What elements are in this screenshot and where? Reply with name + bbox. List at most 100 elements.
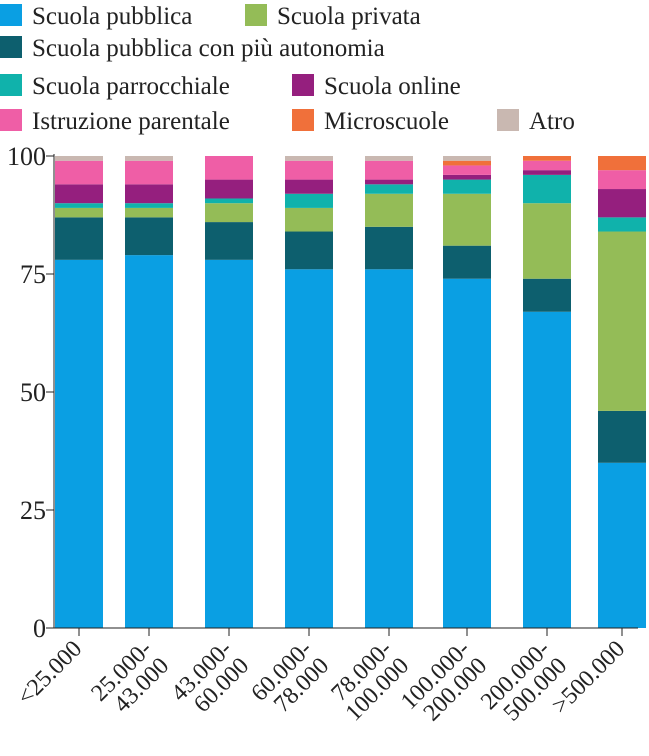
- bar-stack-3: [205, 156, 253, 628]
- legend-swatch: [245, 4, 267, 26]
- y-tick-label: 25: [20, 496, 46, 525]
- bar-segment-scuola-parrocchiale: [365, 184, 413, 194]
- legend-label: Istruzione parentale: [32, 108, 230, 135]
- bar-segment-scuola-pubblica-con-piu-autonomia: [523, 278, 571, 312]
- legend: Scuola pubblica Scuola privata Scuola pubb…: [0, 3, 575, 135]
- legend-swatch: [0, 4, 22, 26]
- y-tick-label: 100: [7, 142, 46, 171]
- legend-swatch: [0, 109, 22, 131]
- legend-item-scuola-pubblica-con-piu-autonomia: Scuola pubblica con più autonomia: [0, 35, 385, 62]
- bar-segment-scuola-pubblica: [365, 269, 413, 628]
- bar-segment-scuola-online: [125, 184, 173, 204]
- bar-segment-microscuole: [523, 156, 571, 161]
- bar-segment-scuola-online: [523, 170, 571, 175]
- bar-segment-scuola-privata: [443, 193, 491, 246]
- bar-segment-scuola-pubblica-con-piu-autonomia: [125, 217, 173, 256]
- bar-segment-scuola-pubblica: [205, 259, 253, 628]
- legend-item-scuola-pubblica: Scuola pubblica: [0, 3, 192, 30]
- legend-item-scuola-parrocchiale: Scuola parrocchiale: [0, 73, 230, 100]
- plot-area: [55, 156, 646, 628]
- bar-segment-scuola-privata: [205, 203, 253, 223]
- bar-segment-scuola-privata: [285, 207, 333, 232]
- legend-label: Scuola privata: [277, 3, 421, 30]
- legend-label: Scuola parrocchiale: [32, 73, 230, 100]
- legend-swatch: [292, 74, 314, 96]
- bar-segment-istruzione-parentale: [443, 165, 491, 175]
- bar-segment-scuola-privata: [598, 231, 646, 411]
- legend-item-istruzione-parentale: Istruzione parentale: [0, 108, 230, 135]
- bar-segment-scuola-parrocchiale: [205, 198, 253, 204]
- bar-segment-scuola-parrocchiale: [443, 179, 491, 194]
- bar-segment-scuola-pubblica: [443, 278, 491, 628]
- bar-segment-scuola-online: [443, 174, 491, 180]
- legend-item-scuola-online: Scuola online: [292, 73, 461, 100]
- x-tick-label: 60.000-78.000: [247, 636, 335, 724]
- bar-segment-scuola-pubblica-con-piu-autonomia: [443, 245, 491, 279]
- legend-item-microscuole: Microscuole: [292, 108, 449, 135]
- bar-segment-istruzione-parentale: [523, 160, 571, 171]
- x-tick-label: 200.000-500.000: [476, 636, 572, 732]
- y-tick-label: 0: [33, 614, 46, 643]
- bar-segment-scuola-pubblica-con-piu-autonomia: [598, 410, 646, 463]
- bar-segment-scuola-online: [55, 184, 103, 204]
- bar-segment-scuola-online: [598, 189, 646, 218]
- bar-segment-atro: [365, 156, 413, 161]
- bar-segment-istruzione-parentale: [598, 170, 646, 190]
- bar-stack-5: [365, 156, 413, 628]
- bar-segment-scuola-privata: [125, 207, 173, 218]
- bar-segment-scuola-parrocchiale: [598, 217, 646, 232]
- bar-segment-scuola-pubblica: [55, 259, 103, 628]
- bar-segment-scuola-parrocchiale: [523, 174, 571, 204]
- bar-segment-atro: [125, 156, 173, 161]
- bar-segment-microscuole: [443, 160, 491, 166]
- bar-segment-scuola-pubblica-con-piu-autonomia: [365, 226, 413, 270]
- legend-label: Atro: [529, 108, 575, 135]
- bar-segment-istruzione-parentale: [125, 160, 173, 185]
- y-axis: 0 25 50 75 100: [7, 142, 55, 643]
- y-tick-label: 75: [20, 260, 46, 289]
- bar-segment-scuola-parrocchiale: [125, 203, 173, 208]
- y-tick-label: 50: [20, 378, 46, 407]
- bar-stack-4: [285, 156, 333, 628]
- x-tick-label: <25.000: [13, 636, 88, 711]
- bar-segment-scuola-pubblica-con-piu-autonomia: [285, 231, 333, 270]
- bar-segment-scuola-online: [205, 179, 253, 199]
- bar-segment-scuola-pubblica: [598, 462, 646, 628]
- x-tick-label: 43.000-60.000: [167, 636, 255, 724]
- legend-label: Scuola pubblica con più autonomia: [32, 35, 385, 62]
- bar-segment-scuola-online: [285, 179, 333, 194]
- legend-item-atro: Atro: [497, 108, 575, 135]
- legend-label: Scuola online: [324, 73, 461, 100]
- bar-segment-istruzione-parentale: [365, 160, 413, 180]
- bar-segment-scuola-privata: [365, 193, 413, 227]
- legend-label: Scuola pubblica: [32, 3, 192, 30]
- bar-stack-2: [125, 156, 173, 628]
- bar-segment-scuola-parrocchiale: [55, 203, 103, 208]
- bar-segment-scuola-pubblica: [523, 311, 571, 628]
- bar-segment-microscuole: [598, 156, 646, 171]
- legend-swatch: [497, 109, 519, 131]
- bar-segment-scuola-privata: [55, 207, 103, 218]
- legend-item-scuola-privata: Scuola privata: [245, 3, 421, 30]
- legend-swatch: [0, 36, 22, 58]
- bar-segment-scuola-pubblica-con-piu-autonomia: [205, 222, 253, 260]
- bar-segment-atro: [285, 156, 333, 161]
- bar-stack-7: [523, 156, 571, 628]
- bar-stack-1: [55, 156, 103, 628]
- bar-stack-6: [443, 156, 491, 628]
- x-tick-label: 100.000-200.000: [396, 636, 492, 732]
- bar-segment-scuola-privata: [523, 203, 571, 279]
- bar-segment-scuola-pubblica: [285, 269, 333, 628]
- bar-segment-scuola-online: [365, 179, 413, 185]
- x-tick-label: 25.000-43.000: [87, 636, 175, 724]
- bar-segment-istruzione-parentale: [285, 160, 333, 180]
- bar-segment-scuola-parrocchiale: [285, 193, 333, 208]
- bar-segment-scuola-pubblica: [125, 255, 173, 628]
- bar-segment-atro: [55, 156, 103, 161]
- legend-label: Microscuole: [324, 108, 449, 135]
- bar-stack-8: [598, 156, 646, 628]
- legend-swatch: [292, 109, 314, 131]
- bar-segment-scuola-pubblica-con-piu-autonomia: [55, 217, 103, 260]
- legend-swatch: [0, 74, 22, 96]
